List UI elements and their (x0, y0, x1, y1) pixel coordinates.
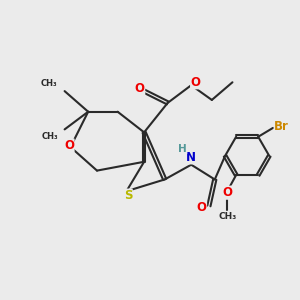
Text: O: O (222, 186, 232, 199)
Text: O: O (64, 139, 74, 152)
Text: H: H (178, 143, 187, 154)
Text: S: S (124, 189, 132, 202)
Text: Br: Br (274, 120, 289, 133)
Text: N: N (186, 151, 196, 164)
Text: CH₃: CH₃ (42, 132, 59, 141)
Text: CH₃: CH₃ (218, 212, 236, 221)
Text: CH₃: CH₃ (40, 79, 57, 88)
Text: O: O (196, 201, 206, 214)
Text: O: O (135, 82, 145, 95)
Text: O: O (190, 76, 201, 89)
